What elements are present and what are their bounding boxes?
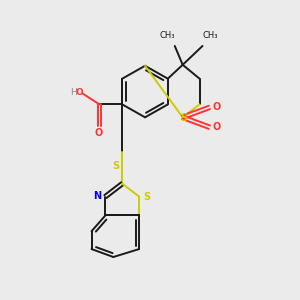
Text: S: S bbox=[112, 161, 119, 171]
Text: O: O bbox=[212, 122, 220, 132]
Text: CH₃: CH₃ bbox=[159, 31, 175, 40]
Text: O: O bbox=[212, 102, 220, 112]
Text: N: N bbox=[93, 190, 102, 201]
Text: S: S bbox=[180, 113, 187, 123]
Text: O: O bbox=[94, 128, 103, 138]
Text: O: O bbox=[76, 88, 83, 97]
Text: H: H bbox=[70, 88, 77, 97]
Text: S: S bbox=[143, 192, 151, 202]
Text: CH₃: CH₃ bbox=[203, 31, 218, 40]
